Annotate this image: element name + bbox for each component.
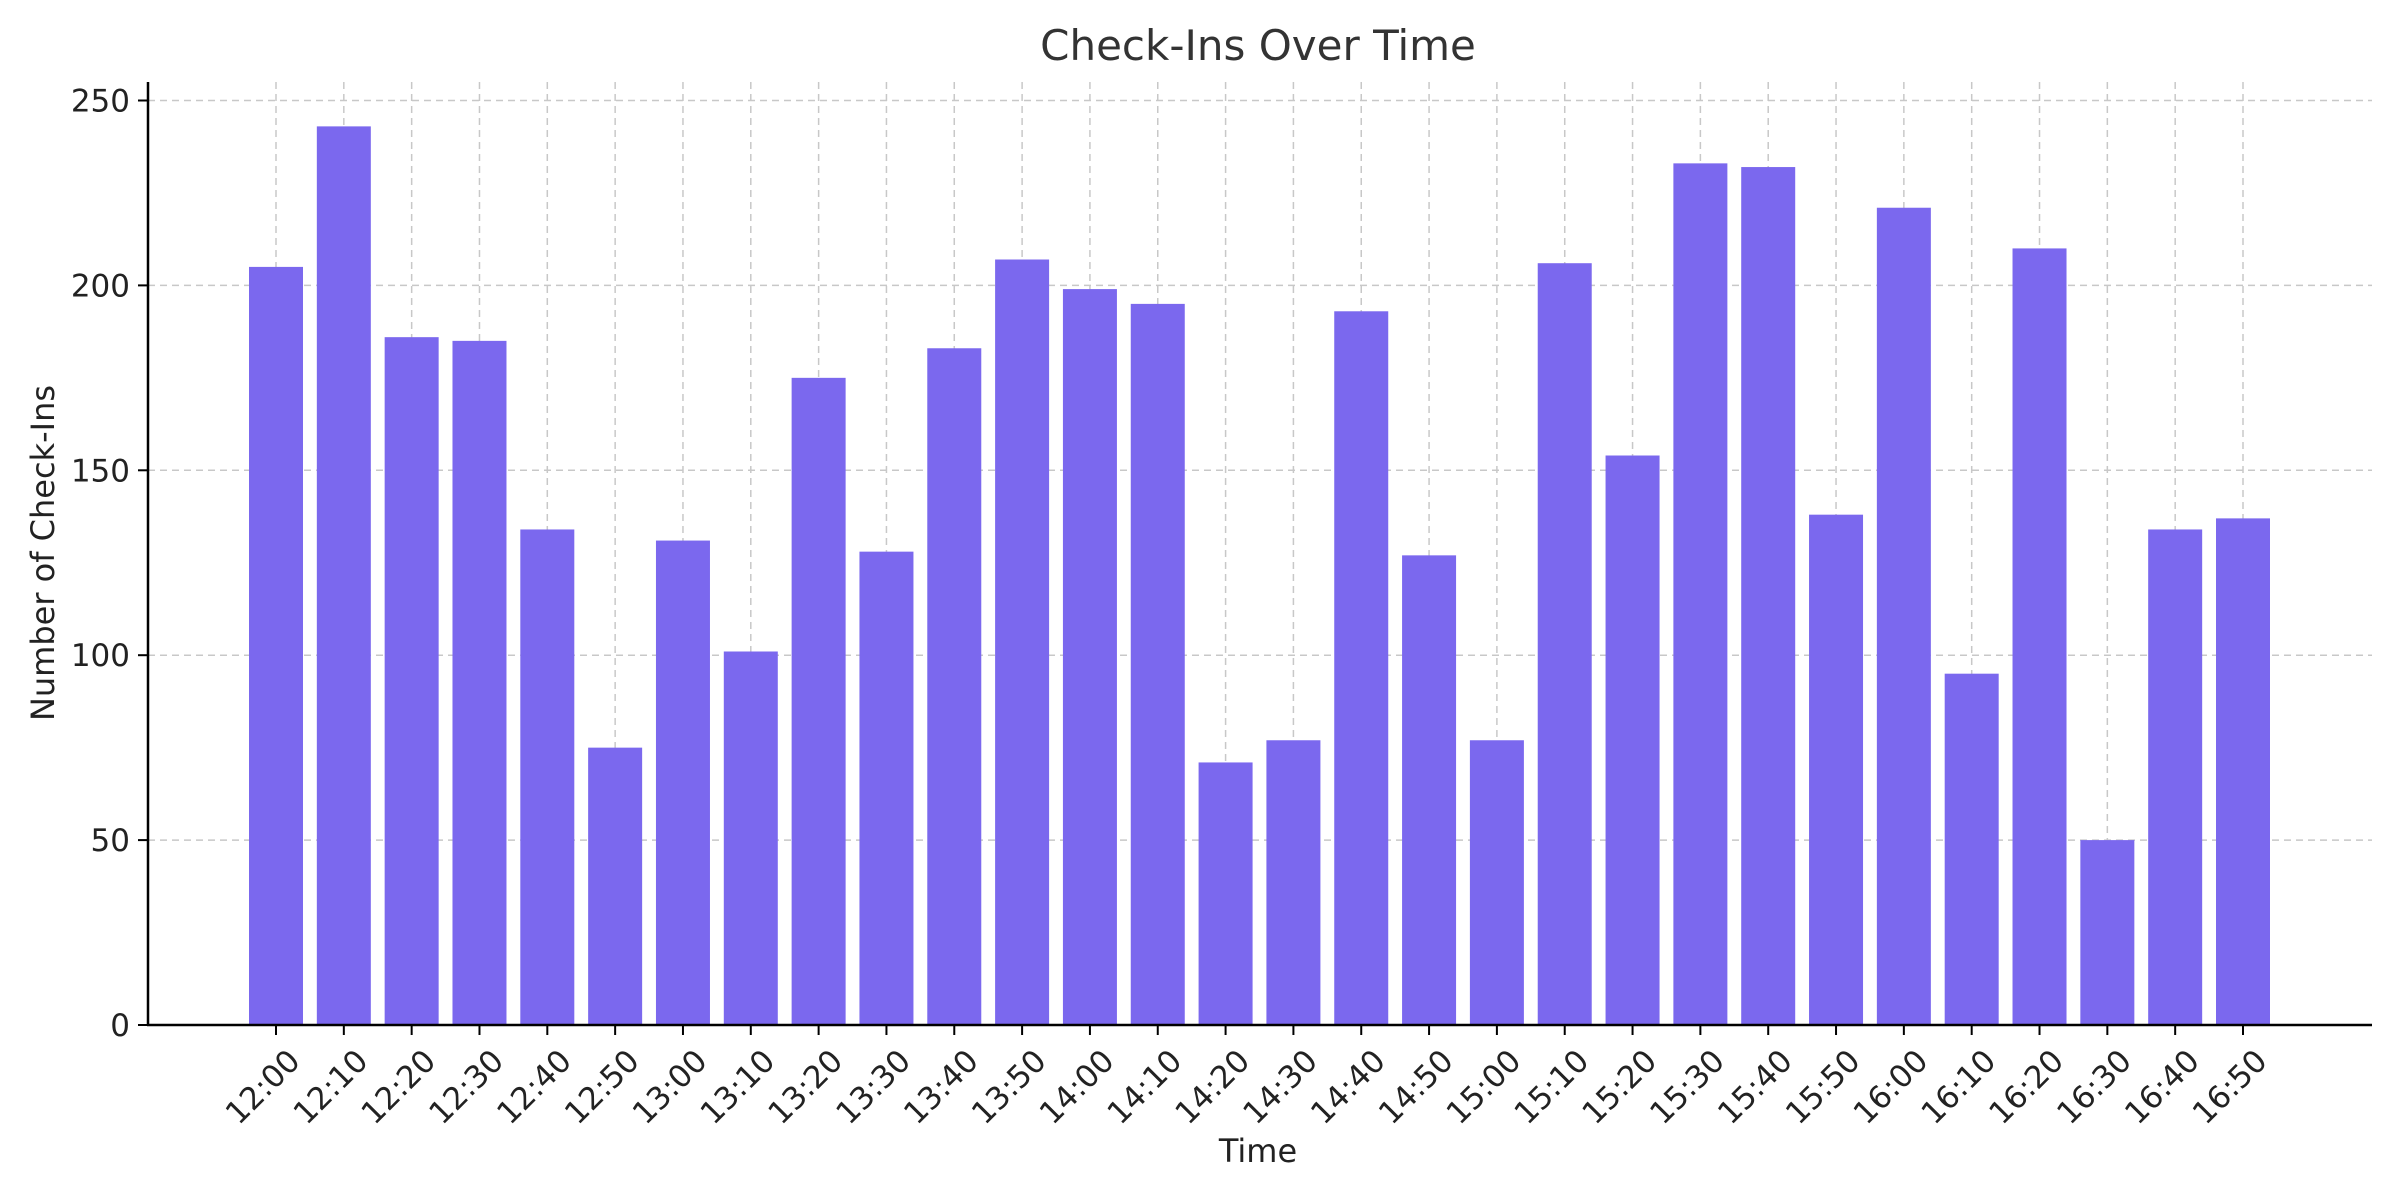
bar-1510	[1537, 263, 1592, 1025]
x-tick-label: 16:00	[1847, 1043, 1936, 1132]
x-tick-label: 13:40	[897, 1043, 986, 1132]
y-tick-label: 0	[110, 1008, 130, 1044]
x-tick-label: 15:10	[1508, 1043, 1597, 1132]
x-tick-label: 15:50	[1779, 1043, 1868, 1132]
bar-1640	[2148, 529, 2203, 1025]
y-tick-label: 50	[91, 823, 130, 859]
bar-1430	[1266, 740, 1321, 1025]
bar-1310	[723, 651, 778, 1025]
x-tick-label: 14:50	[1372, 1043, 1461, 1132]
bar-1300	[655, 540, 710, 1025]
y-tick-label: 250	[71, 83, 130, 119]
bar-1400	[1062, 289, 1117, 1025]
x-tick-label: 12:40	[490, 1043, 579, 1132]
bar-1620	[2012, 248, 2067, 1026]
x-tick-label: 14:10	[1101, 1043, 1190, 1132]
bar-1320	[791, 377, 846, 1025]
bar-1540	[1741, 167, 1796, 1025]
bar-1530	[1673, 163, 1728, 1025]
bar-1350	[995, 259, 1050, 1026]
y-tick-label: 200	[71, 268, 130, 304]
bar-1250	[588, 747, 643, 1025]
bar-1650	[2216, 518, 2270, 1025]
x-tick-label: 12:50	[558, 1043, 647, 1132]
x-tick-label: 14:20	[1168, 1043, 1257, 1132]
bar-1230	[452, 340, 507, 1025]
bars	[249, 126, 2270, 1026]
x-tick-label: 13:10	[694, 1043, 783, 1132]
y-tick-label: 150	[71, 453, 130, 489]
bar-1240	[520, 529, 575, 1025]
bar-1450	[1402, 555, 1457, 1025]
x-tick-label: 16:10	[1915, 1043, 2004, 1132]
x-tick-label: 13:20	[761, 1043, 850, 1132]
x-tick-label: 12:30	[422, 1043, 511, 1132]
bar-1500	[1469, 740, 1524, 1025]
x-axis-label: Time	[1218, 1132, 1297, 1170]
x-axis-ticks: 12:0012:1012:2012:3012:4012:5013:0013:10…	[219, 1025, 2275, 1132]
x-tick-label: 16:30	[2050, 1043, 2139, 1132]
x-tick-label: 12:10	[287, 1043, 376, 1132]
bar-1610	[1944, 673, 1999, 1025]
x-tick-label: 13:00	[626, 1043, 715, 1132]
y-axis-ticks: 0 50 100 150 200 250	[71, 83, 148, 1044]
chart-title: Check-Ins Over Time	[1040, 21, 1476, 70]
bar-1520	[1605, 455, 1660, 1025]
x-tick-label: 14:00	[1033, 1043, 1122, 1132]
x-tick-label: 12:20	[355, 1043, 444, 1132]
x-tick-label: 15:00	[1440, 1043, 1529, 1132]
axes	[146, 82, 2372, 1027]
x-tick-label: 16:40	[2118, 1043, 2207, 1132]
bar-1420	[1198, 762, 1253, 1025]
x-tick-label: 15:20	[1575, 1043, 1664, 1132]
x-tick-label: 13:50	[965, 1043, 1054, 1132]
y-tick-label: 100	[71, 638, 130, 674]
bar-1200	[249, 266, 303, 1025]
bar-1440	[1334, 311, 1389, 1025]
bar-1630	[2080, 840, 2135, 1025]
bar-1410	[1130, 303, 1185, 1026]
x-tick-label: 14:40	[1304, 1043, 1393, 1132]
bar-1220	[384, 337, 439, 1026]
x-tick-label: 16:20	[1982, 1043, 2071, 1132]
x-tick-label: 15:40	[1711, 1043, 1800, 1132]
x-tick-label: 15:30	[1643, 1043, 1732, 1132]
y-axis-label: Number of Check-Ins	[24, 385, 62, 721]
x-tick-label: 12:00	[219, 1043, 308, 1132]
bar-1550	[1809, 514, 1864, 1025]
bar-1210	[316, 126, 371, 1026]
bar-1600	[1876, 207, 1931, 1025]
x-tick-label: 13:30	[829, 1043, 918, 1132]
x-tick-label: 14:30	[1236, 1043, 1325, 1132]
bar-1340	[927, 348, 982, 1026]
x-tick-label: 16:50	[2186, 1043, 2275, 1132]
bar-1330	[859, 551, 914, 1025]
